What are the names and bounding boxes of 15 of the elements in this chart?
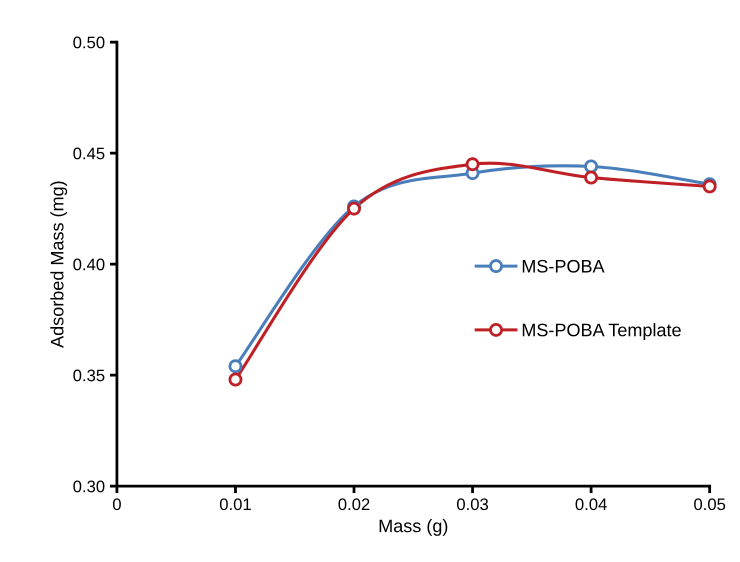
y-tick-label: 0.45 [73, 148, 104, 160]
y-tick-label: 0.40 [73, 258, 104, 270]
y-tick-label: 0.50 [73, 36, 104, 48]
x-tick-label: 0.01 [220, 498, 251, 510]
y-axis-title: Adsorbed Mass (mg) [50, 181, 68, 348]
x-tick-label: 0.05 [694, 498, 726, 510]
y-tick-label: 0.35 [73, 370, 104, 382]
y-tick-label: 0.30 [73, 480, 104, 492]
legend-label: MS-POBA [522, 260, 605, 273]
x-tick-label: 0 [112, 498, 121, 510]
x-tick-label: 0.02 [338, 498, 370, 510]
legend-label: MS-POBA Template [522, 323, 681, 340]
x-tick-label: 0.04 [576, 498, 607, 510]
x-axis-title: Mass (g) [380, 519, 448, 536]
x-tick-label: 0.03 [457, 498, 488, 510]
